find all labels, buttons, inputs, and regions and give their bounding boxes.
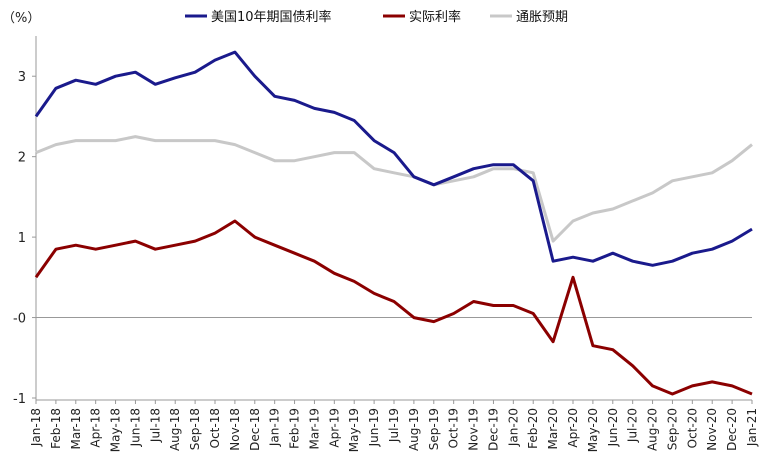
x-tick-label: Aug-18	[168, 408, 182, 451]
x-tick-label: Nov-18	[228, 408, 242, 451]
y-tick-label: -1	[13, 392, 26, 407]
x-tick-label: Jan-19	[268, 408, 282, 447]
series-line-0	[34, 50, 753, 267]
x-tick-label: Mar-20	[546, 408, 560, 449]
x-tick-label: Jul-20	[626, 408, 640, 443]
x-tick-label: May-20	[586, 408, 600, 452]
x-tick-label: Dec-20	[725, 408, 739, 451]
x-tick-label: Mar-18	[69, 408, 83, 449]
x-tick-label: Feb-19	[288, 408, 302, 449]
axes	[35, 36, 752, 401]
x-tick-label: Apr-18	[89, 408, 103, 448]
series-line-1	[34, 219, 753, 396]
x-tick-label: Jan-18	[29, 408, 43, 447]
series-lines	[34, 50, 753, 396]
y-tick-label: -0	[13, 312, 26, 327]
y-axis-unit-label: （%）	[2, 11, 40, 26]
x-tick-label: Apr-20	[566, 408, 580, 448]
y-tick-label: 2	[18, 151, 26, 166]
x-tick-label: Jan-21	[745, 408, 759, 447]
x-tick-label: May-19	[347, 408, 361, 452]
x-tick-label: Oct-18	[208, 408, 222, 448]
y-axis-ticks: 3 2 1 -0 -1	[13, 70, 36, 407]
x-tick-label: Jan-20	[506, 408, 520, 447]
x-tick-label: Jun-20	[606, 408, 620, 447]
y-tick-label: 3	[18, 70, 26, 85]
x-tick-label: Nov-19	[467, 408, 481, 451]
legend-label: 通胀预期	[516, 10, 568, 25]
x-tick-label: Aug-19	[407, 408, 421, 451]
x-axis-ticks: Jan-18 Feb-18 Mar-18 Apr-18 May-18 Jun-18 Jul-…	[29, 400, 759, 452]
x-tick-label: Mar-19	[307, 408, 321, 449]
x-tick-label: Oct-20	[685, 408, 699, 448]
x-tick-label: Aug-20	[646, 408, 660, 451]
x-tick-label: Jul-18	[148, 408, 162, 443]
x-tick-label: Dec-19	[486, 408, 500, 451]
x-tick-label: Nov-20	[705, 408, 719, 451]
x-tick-label: Sep-20	[665, 408, 679, 450]
x-tick-label: Jul-19	[387, 408, 401, 443]
x-tick-label: Oct-19	[447, 408, 461, 448]
legend-label: 美国10年期国债利率	[211, 9, 332, 25]
x-tick-label: Feb-18	[49, 408, 63, 449]
x-tick-label: Dec-18	[248, 408, 262, 451]
x-tick-label: Sep-19	[427, 408, 441, 450]
x-tick-label: Sep-18	[188, 408, 202, 450]
x-tick-label: Jun-18	[128, 408, 142, 447]
x-tick-label: May-18	[109, 408, 123, 452]
legend: 美国10年期国债利率 实际利率 通胀预期	[185, 9, 568, 25]
x-tick-label: Jun-19	[367, 408, 381, 447]
legend-label: 实际利率	[409, 9, 461, 25]
x-tick-label: Feb-20	[526, 408, 540, 449]
x-tick-label: Apr-19	[327, 408, 341, 448]
series-line-2	[35, 135, 753, 243]
y-tick-label: 1	[18, 231, 26, 246]
